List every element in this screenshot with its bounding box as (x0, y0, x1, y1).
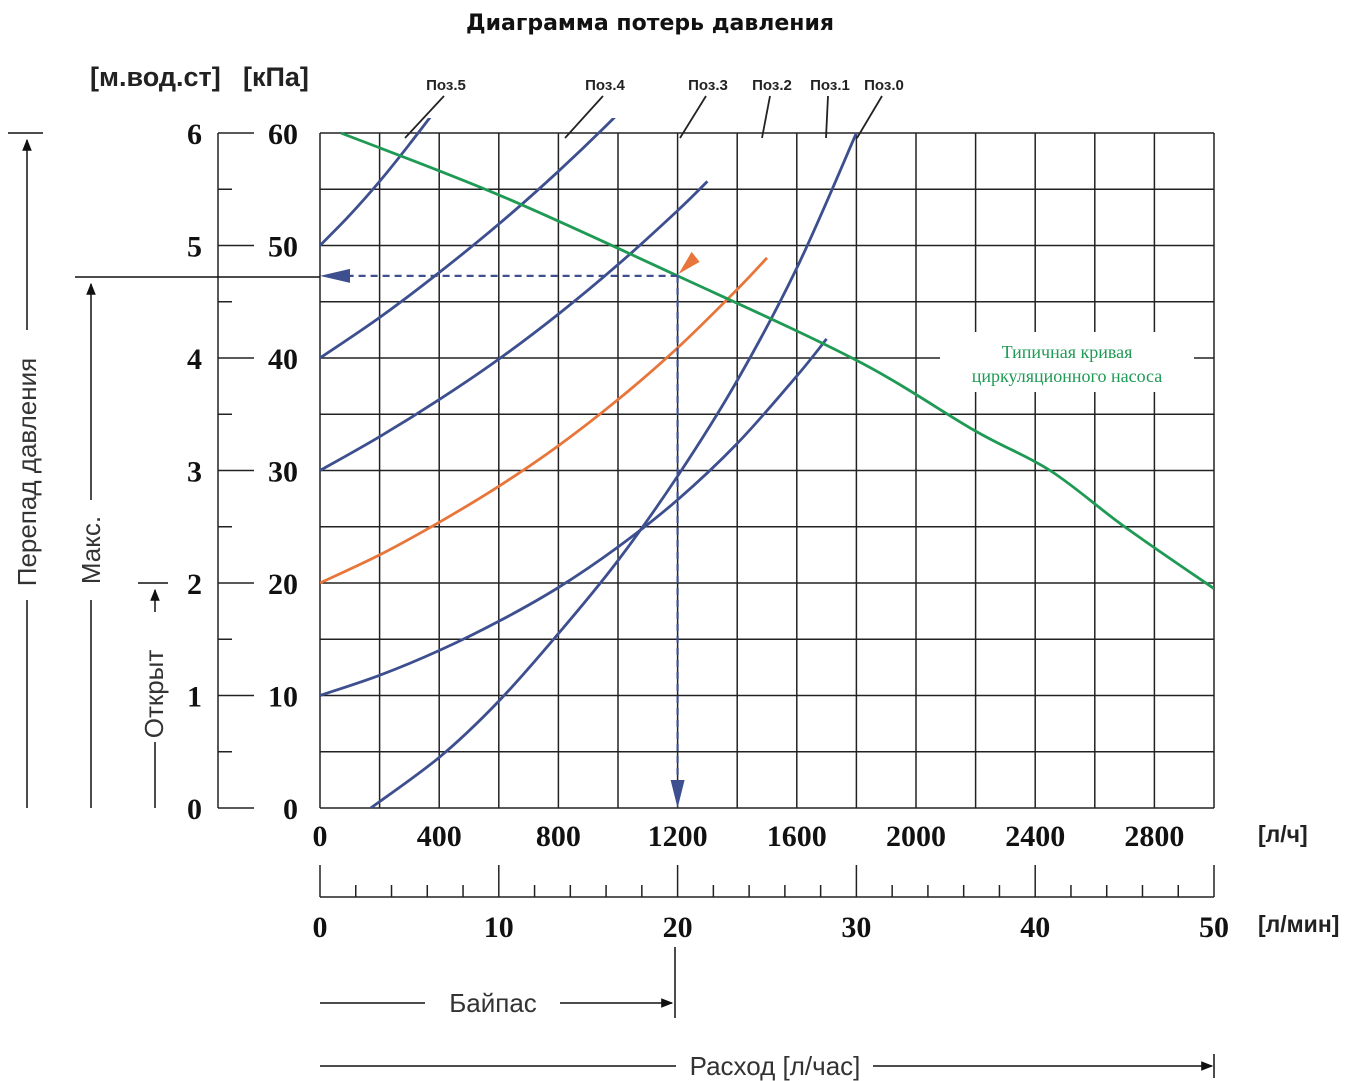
x-tick-lh-label: 800 (536, 820, 581, 853)
y-tick-m-label: 0 (187, 793, 202, 826)
x-tick-lh-label: 1200 (648, 820, 708, 853)
chart-grid (319, 132, 1215, 809)
y-tick-m-label: 3 (187, 456, 202, 489)
open-bracket: Открыт (138, 582, 169, 808)
series-line-0 (320, 118, 432, 247)
y-ticks-m: 0 1 2 3 4 5 6 (187, 118, 202, 826)
x-ticks-lh: 0 400 800 1200 1600 2000 2400 2800 (313, 820, 1185, 853)
y-tick-m-label: 4 (187, 343, 202, 376)
y-tick-kpa-label: 10 (268, 681, 298, 714)
y-tick-kpa-label: 40 (268, 343, 298, 376)
y-tick-m-label: 2 (187, 568, 202, 601)
x-tick-lh-label: 2800 (1124, 820, 1184, 853)
x-tick-lh-label: 2000 (886, 820, 946, 853)
x-tick-lmin-label: 40 (1020, 911, 1050, 944)
y-tick-kpa-label: 60 (268, 118, 298, 151)
series-leader-line (761, 95, 771, 139)
x-tick-lh-label: 0 (313, 820, 328, 853)
series-line-6 (340, 131, 1214, 590)
operating-arrow-orange (678, 251, 700, 274)
flow-label: Расход [л/час] (690, 1051, 861, 1081)
pump-label-background (940, 332, 1194, 392)
series-line-4 (320, 338, 828, 697)
y-tick-kpa-label: 30 (268, 456, 298, 489)
series-leader-line (825, 95, 829, 139)
series-leader-line (564, 95, 604, 139)
pump-label-line1: Типичная кривая (1002, 342, 1133, 362)
max-bracket: Макс. (75, 276, 320, 808)
series-name-label: Поз.5 (426, 77, 466, 94)
operating-arrow-down (670, 780, 685, 808)
series-line-2 (320, 180, 709, 472)
pressure-difference-bracket: Перепад давления (8, 132, 43, 808)
series-labels: Поз.5 Поз.4 Поз.3 Поз.2 Поз.1 Поз.0 (404, 77, 904, 139)
x-unit-lh: [л/ч] (1258, 821, 1308, 847)
series-leader-line (856, 95, 883, 139)
x-tick-lmin-label: 50 (1199, 911, 1229, 944)
x-tick-lmin-label: 20 (663, 911, 693, 944)
x-tick-lmin-label: 30 (841, 911, 871, 944)
x-unit-lmin: [л/мин] (1258, 911, 1339, 937)
x-tick-lmin-label: 10 (484, 911, 514, 944)
series-line-5 (369, 132, 858, 810)
series-leader-line (679, 95, 707, 139)
series-name-label: Поз.2 (752, 77, 792, 94)
operating-arrow-left (320, 268, 350, 283)
series-name-label: Поз.1 (810, 77, 850, 94)
y-tick-m-label: 5 (187, 231, 202, 264)
max-label: Макс. (76, 516, 106, 584)
x-tick-lmin-label: 0 (313, 911, 328, 944)
y-ticks-kpa: 0 10 20 30 40 50 60 (268, 118, 298, 826)
flow-bracket: Расход [л/час] (320, 1051, 1215, 1081)
operating-point-indicators (320, 251, 700, 808)
series-line-3 (320, 256, 769, 585)
lmin-scale (319, 865, 1215, 898)
pressure-difference-label: Перепад давления (12, 358, 42, 586)
bypass-label: Байпас (449, 988, 537, 1018)
y-tick-kpa-label: 50 (268, 231, 298, 264)
bypass-bracket: Байпас (320, 947, 676, 1018)
left-y-axis (217, 132, 254, 809)
y-unit-m: [м.вод.ст] (90, 62, 221, 92)
series-leader-line (404, 95, 445, 139)
y-tick-m-label: 1 (187, 681, 202, 714)
x-tick-lh-label: 2400 (1005, 820, 1065, 853)
x-tick-lh-label: 1600 (767, 820, 827, 853)
x-ticks-lmin: 0 10 20 30 40 50 (313, 911, 1230, 944)
y-tick-m-label: 6 (187, 118, 202, 151)
series-name-label: Поз.0 (864, 77, 904, 94)
series-line-1 (320, 118, 616, 360)
chart-title: Диаграмма потерь давления (466, 11, 834, 36)
series-name-label: Поз.4 (585, 77, 625, 94)
y-tick-kpa-label: 20 (268, 568, 298, 601)
series-name-label: Поз.3 (688, 77, 728, 94)
y-tick-kpa-label: 0 (283, 793, 298, 826)
pump-label-line2: циркуляционного насоса (972, 366, 1162, 386)
open-label: Открыт (139, 650, 169, 739)
series-group (320, 118, 1214, 810)
y-unit-kpa: [кПа] (243, 62, 309, 92)
x-tick-lh-label: 400 (417, 820, 462, 853)
